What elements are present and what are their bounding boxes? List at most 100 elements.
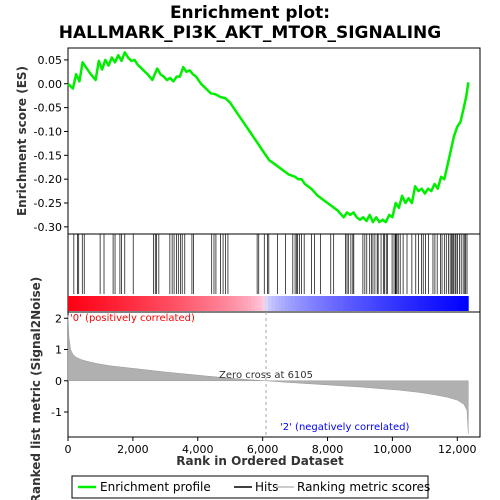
x-tick-label: 12,000	[438, 443, 477, 456]
rank-color-segment	[301, 296, 306, 311]
rank-color-segment	[391, 296, 396, 311]
rank-color-segment	[448, 296, 453, 311]
rank-color-segment	[358, 296, 362, 311]
rank-color-segment	[164, 296, 169, 311]
chart-title-line1: Enrichment plot:	[170, 3, 330, 23]
enrichment-profile-line	[67, 51, 470, 224]
es-y-tick-label: 0.00	[38, 78, 63, 91]
positive-correlation-label: '0' (positively correlated)	[70, 313, 195, 324]
x-tick-label: 2,000	[117, 443, 149, 456]
rank-color-segment	[134, 296, 139, 311]
rank-color-segment	[94, 296, 99, 311]
rank-color-segment	[291, 296, 296, 311]
rank-color-segment	[114, 296, 119, 311]
rank-color-segment	[404, 296, 409, 311]
x-tick-label: 10,000	[373, 443, 412, 456]
rank-color-segment	[271, 296, 276, 311]
rank-color-segment	[408, 296, 413, 311]
rank-color-segment	[181, 296, 186, 311]
rank-color-segment	[74, 296, 79, 311]
rank-color-segment	[238, 296, 242, 311]
rank-color-segment	[234, 296, 239, 311]
rank-color-segment	[248, 296, 252, 311]
rank-color-segment	[278, 296, 282, 311]
rank-color-segment	[388, 296, 392, 311]
rank-color-segment	[364, 296, 369, 311]
rank-color-segment	[178, 296, 182, 311]
rank-color-segment	[218, 296, 222, 311]
rank-color-segment	[304, 296, 309, 311]
rank-color-segment	[211, 296, 216, 311]
rank-color-segment	[334, 296, 339, 311]
rank-color-segment	[104, 296, 109, 311]
rank-color-segment	[244, 296, 249, 311]
rank-color-segment	[298, 296, 302, 311]
negative-correlation-label: '2' (negatively correlated)	[280, 422, 409, 433]
rank-color-segment	[68, 296, 72, 311]
rank-color-segment	[341, 296, 346, 311]
rank-color-segment	[331, 296, 336, 311]
rank-color-segment	[461, 296, 466, 311]
rank-color-segment	[284, 296, 289, 311]
rank-color-segment	[201, 296, 206, 311]
rank-color-segment	[381, 296, 386, 311]
x-axis-label: Rank in Ordered Dataset	[176, 454, 344, 468]
rank-color-segment	[174, 296, 179, 311]
rank-color-segment	[78, 296, 82, 311]
es-y-axis-label: Enrichment score (ES)	[15, 66, 29, 216]
rank-color-segment	[101, 296, 106, 311]
metric-y-tick-label: 0	[55, 375, 62, 388]
rank-color-segment	[431, 296, 436, 311]
rank-color-segment	[361, 296, 366, 311]
rank-color-segment	[451, 296, 456, 311]
rank-color-segment	[254, 296, 259, 311]
rank-color-segment	[394, 296, 399, 311]
rank-color-segment	[344, 296, 349, 311]
legend-enrichment-label: Enrichment profile	[100, 480, 211, 494]
rank-color-segment	[338, 296, 342, 311]
rank-color-segment	[281, 296, 286, 311]
es-plot-frame	[67, 47, 481, 235]
rank-color-segment	[148, 296, 152, 311]
rank-color-segment	[108, 296, 112, 311]
rank-color-segment	[91, 296, 96, 311]
rank-color-segment	[314, 296, 319, 311]
zero-cross-label: Zero cross at 6105	[219, 370, 313, 381]
es-y-tick-label: -0.20	[34, 173, 62, 186]
es-y-tick-label: -0.25	[34, 197, 62, 210]
rank-color-segment	[398, 296, 403, 311]
rank-color-segment	[401, 296, 406, 311]
rank-color-segment	[434, 296, 439, 311]
legend: Enrichment profile Hits Ranking metric s…	[71, 475, 430, 499]
metric-y-tick-label: 1	[55, 344, 62, 357]
rank-color-segment	[184, 296, 189, 311]
hits-group	[73, 234, 468, 294]
legend-metric-label: Ranking metric scores	[297, 480, 430, 494]
metric-y-axis: 2 1 0 -1	[51, 312, 68, 419]
rank-color-segment	[264, 296, 269, 311]
rank-color-segment	[374, 296, 379, 311]
rank-color-segment	[294, 296, 299, 311]
metric-y-axis-label: Ranked list metric (Signal2Noise)	[29, 277, 43, 500]
rank-color-segment	[221, 296, 226, 311]
rank-color-segment	[324, 296, 329, 311]
rank-color-segment	[441, 296, 446, 311]
rank-color-segment	[198, 296, 202, 311]
es-y-tick-label: 0.05	[38, 54, 63, 67]
rank-color-segment	[241, 296, 246, 311]
rank-color-segment	[231, 296, 236, 311]
rank-color-segment	[138, 296, 142, 311]
rank-color-segment	[154, 296, 159, 311]
rank-color-segment	[258, 296, 262, 311]
x-tick-label: 4,000	[182, 443, 214, 456]
rank-color-segment	[168, 296, 172, 311]
rank-color-segment	[354, 296, 359, 311]
rank-color-segment	[194, 296, 199, 311]
rank-color-segment	[458, 296, 463, 311]
rank-color-segment	[191, 296, 196, 311]
rank-color-segment	[274, 296, 279, 311]
rank-color-segment	[438, 296, 443, 311]
rank-color-segment	[118, 296, 122, 311]
rank-color-segment	[71, 296, 76, 311]
